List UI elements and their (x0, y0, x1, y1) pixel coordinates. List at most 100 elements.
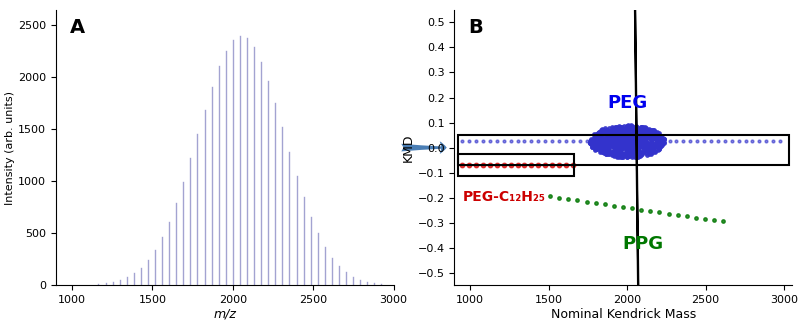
Point (606, 138, 619, 143)
Point (594, 139, 607, 144)
Point (622, 137, 634, 143)
Point (638, 146, 651, 151)
Point (644, 208, 657, 214)
Point (626, 149, 638, 154)
Point (483, 139, 496, 144)
Point (614, 135, 626, 140)
Point (614, 125, 626, 130)
Point (684, 139, 697, 144)
Point (610, 129, 622, 134)
Point (462, 139, 475, 144)
Point (622, 148, 634, 154)
Point (590, 145, 603, 151)
Point (553, 139, 566, 144)
Point (532, 139, 545, 144)
Point (631, 127, 644, 132)
Point (598, 140, 611, 145)
Point (618, 132, 631, 137)
Point (634, 128, 646, 133)
Point (645, 142, 658, 147)
Point (628, 148, 641, 154)
Point (616, 136, 629, 141)
Point (651, 144, 664, 150)
Point (571, 198, 584, 203)
Point (622, 128, 634, 133)
Point (586, 144, 598, 149)
Point (621, 131, 634, 136)
Point (650, 138, 663, 143)
Point (602, 137, 615, 143)
Point (644, 151, 657, 156)
Point (632, 149, 645, 154)
Point (623, 149, 636, 154)
Point (651, 138, 664, 144)
Point (544, 194, 557, 199)
Point (632, 152, 645, 157)
Point (642, 151, 655, 156)
Point (753, 139, 766, 144)
Point (585, 136, 598, 141)
Point (605, 131, 618, 136)
Point (596, 130, 609, 135)
Point (680, 214, 693, 219)
Point (602, 148, 614, 153)
Point (648, 135, 661, 140)
Point (614, 148, 626, 154)
Point (622, 139, 634, 144)
Point (662, 211, 675, 216)
Point (642, 133, 654, 138)
Point (634, 131, 646, 136)
Point (596, 127, 609, 132)
Point (638, 128, 651, 133)
Point (650, 142, 663, 148)
Point (657, 136, 670, 141)
Point (650, 135, 663, 140)
Point (608, 153, 621, 158)
Point (650, 141, 663, 146)
Point (610, 144, 623, 150)
Point (671, 212, 684, 217)
Point (611, 140, 624, 146)
Point (622, 132, 634, 137)
Point (640, 129, 653, 134)
Point (690, 215, 702, 220)
Point (624, 141, 637, 146)
Point (594, 130, 607, 135)
Point (606, 131, 618, 136)
Point (620, 151, 633, 156)
Point (593, 150, 606, 155)
Point (630, 128, 642, 133)
Point (623, 131, 636, 136)
Point (651, 129, 664, 134)
Point (590, 139, 602, 144)
Point (636, 150, 649, 155)
Point (634, 130, 646, 135)
Point (588, 135, 601, 141)
Point (602, 134, 615, 139)
Point (641, 141, 654, 146)
Point (597, 142, 610, 147)
Point (649, 143, 662, 148)
Point (774, 139, 786, 144)
Point (630, 131, 642, 136)
Point (625, 152, 638, 157)
Bar (458, 135, 789, 165)
Point (658, 140, 671, 145)
Point (630, 140, 642, 146)
Point (622, 136, 634, 141)
Point (611, 124, 624, 129)
Point (634, 130, 647, 135)
Point (608, 128, 621, 133)
Point (630, 152, 642, 157)
Point (637, 144, 650, 149)
Point (630, 137, 642, 143)
Point (626, 153, 638, 158)
Point (611, 142, 624, 147)
Point (613, 150, 626, 155)
Point (612, 132, 625, 137)
Point (615, 126, 628, 132)
Point (677, 139, 690, 144)
Point (617, 141, 630, 146)
Point (643, 133, 656, 138)
Point (631, 125, 644, 130)
